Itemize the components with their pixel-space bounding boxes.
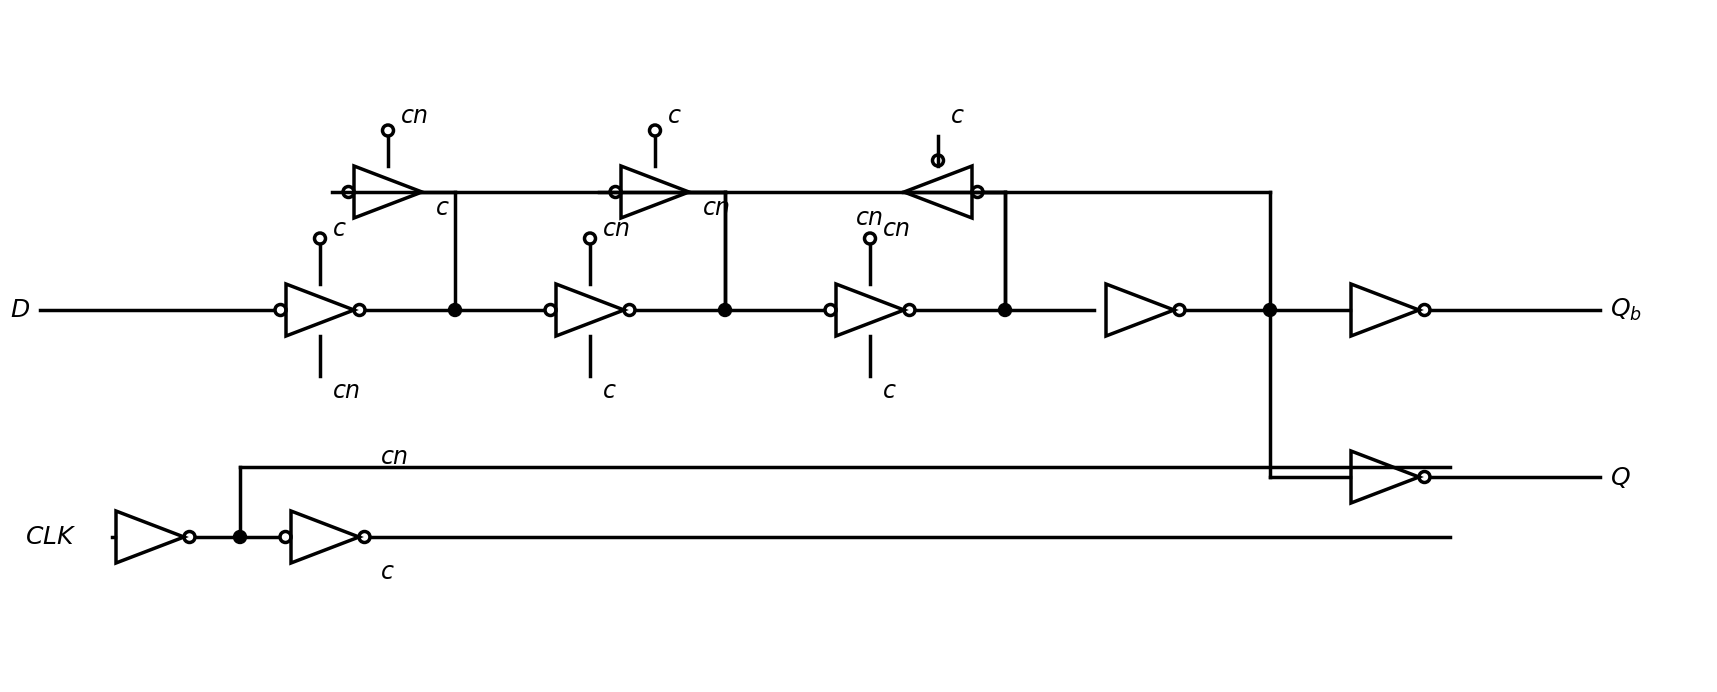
Text: $cn$: $cn$ [855, 206, 883, 230]
Circle shape [234, 531, 247, 543]
Text: $c$: $c$ [666, 104, 682, 128]
Circle shape [718, 304, 731, 316]
Text: $Q$: $Q$ [1611, 464, 1631, 489]
Text: $Q_b$: $Q_b$ [1611, 297, 1641, 323]
Text: $c$: $c$ [434, 196, 450, 220]
Text: $D$: $D$ [10, 298, 29, 322]
Text: $cn$: $cn$ [603, 217, 630, 241]
Text: $c$: $c$ [950, 104, 965, 128]
Text: $CLK$: $CLK$ [26, 525, 77, 549]
Circle shape [999, 304, 1011, 316]
Text: $c$: $c$ [379, 560, 395, 584]
Text: $cn$: $cn$ [400, 104, 428, 128]
Text: $c$: $c$ [331, 217, 347, 241]
Circle shape [1264, 304, 1276, 316]
Text: $cn$: $cn$ [883, 217, 910, 241]
Text: $cn$: $cn$ [379, 445, 409, 469]
Text: $c$: $c$ [883, 379, 896, 403]
Circle shape [448, 304, 462, 316]
Text: $c$: $c$ [603, 379, 616, 403]
Text: $cn$: $cn$ [331, 379, 361, 403]
Text: $cn$: $cn$ [702, 196, 730, 220]
